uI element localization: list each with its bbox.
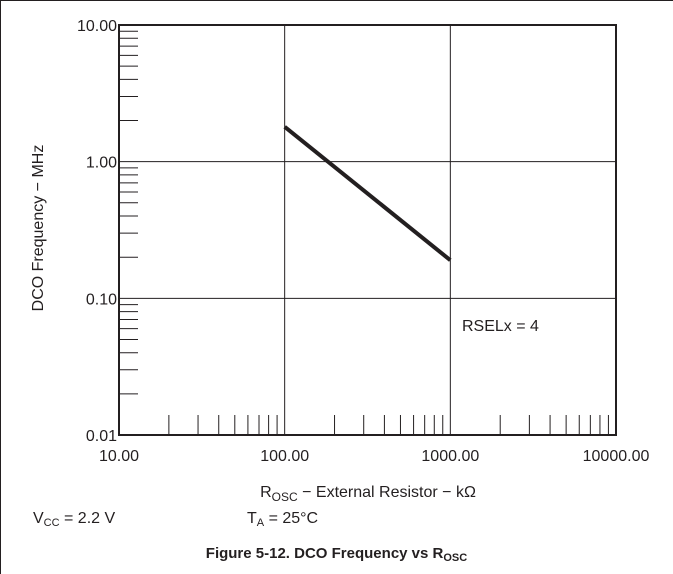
annotation-background (455, 312, 565, 338)
y-tick-label: 0.10 (86, 291, 117, 308)
x-tick-label: 10000.00 (583, 448, 650, 465)
y-axis-label: DCO Frequency − MHz (30, 145, 47, 312)
plot-frame (118, 24, 617, 436)
annotation-rselx: RSELx = 4 (462, 318, 539, 335)
x-axis-label: ROSC − External Resistor − kΩ (260, 484, 476, 504)
minor-ticks (119, 30, 609, 435)
figure-caption: Figure 5-12. DCO Frequency vs ROSC (205, 545, 468, 564)
vcc-condition: VCC = 2.2 V (33, 510, 116, 529)
x-tick-label: 100.00 (260, 448, 309, 465)
series-line (283, 125, 452, 262)
grid-lines (119, 25, 616, 435)
y-tick-labels: 0.01 0.10 1.00 10.00 (77, 18, 117, 445)
y-tick-label: 0.01 (86, 428, 117, 445)
ta-condition: TA = 25°C (247, 510, 319, 529)
y-tick-label: 10.00 (77, 18, 117, 35)
y-tick-label: 1.00 (86, 155, 117, 172)
x-tick-label: 1000.00 (421, 448, 479, 465)
series-layer (283, 125, 452, 262)
x-tick-labels: 10.00 100.00 1000.00 10000.00 (99, 448, 649, 465)
x-tick-label: 10.00 (99, 448, 139, 465)
